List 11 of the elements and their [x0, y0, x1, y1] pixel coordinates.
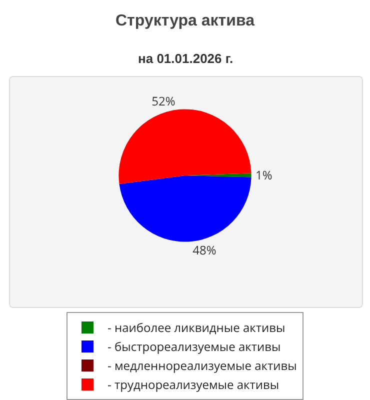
- legend-label: - быстрореализуемые активы: [108, 338, 281, 356]
- pie-slice: [118, 109, 252, 184]
- legend-label: - медленнореализуемые активы: [108, 357, 297, 374]
- data-label: 48%: [192, 242, 216, 259]
- legend-label: - труднореализуемые активы: [108, 376, 280, 394]
- chart-title: Структура актива: [116, 12, 255, 30]
- data-label: 1%: [256, 166, 272, 184]
- chart-subtitle: на 01.01.2026 г.: [138, 51, 234, 66]
- data-label: 52%: [152, 92, 176, 110]
- pie-slice: [119, 176, 252, 242]
- legend-label: - наиболее ликвидные активы: [108, 319, 286, 336]
